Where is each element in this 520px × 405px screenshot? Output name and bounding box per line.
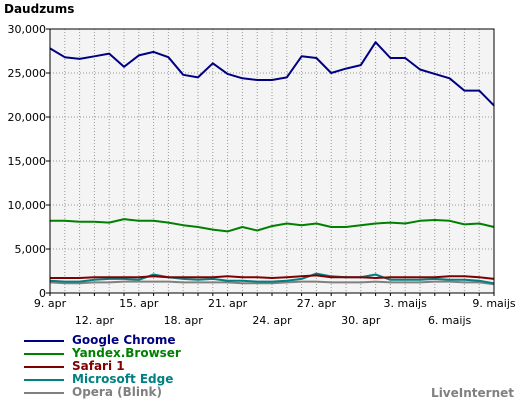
x-tick-label: 18. apr — [164, 314, 204, 327]
x-tick-label: 24. apr — [252, 314, 292, 327]
legend-label: Opera (Blink) — [72, 385, 162, 399]
x-tick-label: 6. maijs — [428, 314, 472, 327]
legend-item: Microsoft Edge — [24, 373, 181, 386]
y-tick-label: 0 — [39, 287, 46, 300]
y-tick-label: 15,000 — [8, 155, 47, 168]
y-tick-label: 5,000 — [15, 243, 47, 256]
y-tick-label: 30,000 — [8, 23, 47, 36]
y-axis-title: Daudzums — [4, 2, 75, 16]
series-line-opera-blink — [49, 280, 495, 286]
legend-label: Yandex.Browser — [72, 346, 181, 360]
series-line-yandex-browser — [50, 218, 495, 233]
legend-item: Google Chrome — [24, 334, 181, 347]
legend-swatch — [24, 365, 64, 368]
y-tick-label: 20,000 — [8, 111, 47, 124]
plot-border — [49, 28, 495, 294]
legend-swatch — [24, 352, 64, 355]
legend-item: Yandex.Browser — [24, 347, 181, 360]
series-line-safari-1 — [50, 274, 495, 280]
x-tick-label: 9. maijs — [472, 297, 516, 310]
legend-swatch — [24, 391, 64, 394]
legend-label: Microsoft Edge — [72, 372, 174, 386]
x-tick-label: 3. maijs — [384, 297, 428, 310]
legend-label: Safari 1 — [72, 359, 125, 373]
source-label: LiveInternet — [431, 386, 514, 400]
legend-label: Google Chrome — [72, 333, 176, 347]
x-tick-label: 9. apr — [34, 297, 67, 310]
x-tick-label: 30. apr — [341, 314, 381, 327]
legend-swatch — [24, 378, 64, 381]
x-tick-label: 12. apr — [75, 314, 115, 327]
y-tick-label: 25,000 — [8, 67, 47, 80]
y-tick-label: 10,000 — [8, 199, 47, 212]
legend-item: Safari 1 — [24, 360, 181, 373]
x-tick-label: 21. apr — [208, 297, 248, 310]
x-tick-label: 15. apr — [119, 297, 159, 310]
plot-area: 0 5,000 10,000 15,000 20,000 25,000 30,000 9. a… — [8, 23, 516, 327]
legend-item: Opera (Blink) — [24, 386, 181, 399]
x-tick-label: 27. apr — [297, 297, 337, 310]
legend-swatch — [24, 339, 64, 342]
legend: Google Chrome Yandex.Browser Safari 1 Micro… — [24, 334, 181, 399]
series-line-google-chrome — [49, 41, 495, 107]
series-line-microsoft-edge — [49, 272, 495, 285]
